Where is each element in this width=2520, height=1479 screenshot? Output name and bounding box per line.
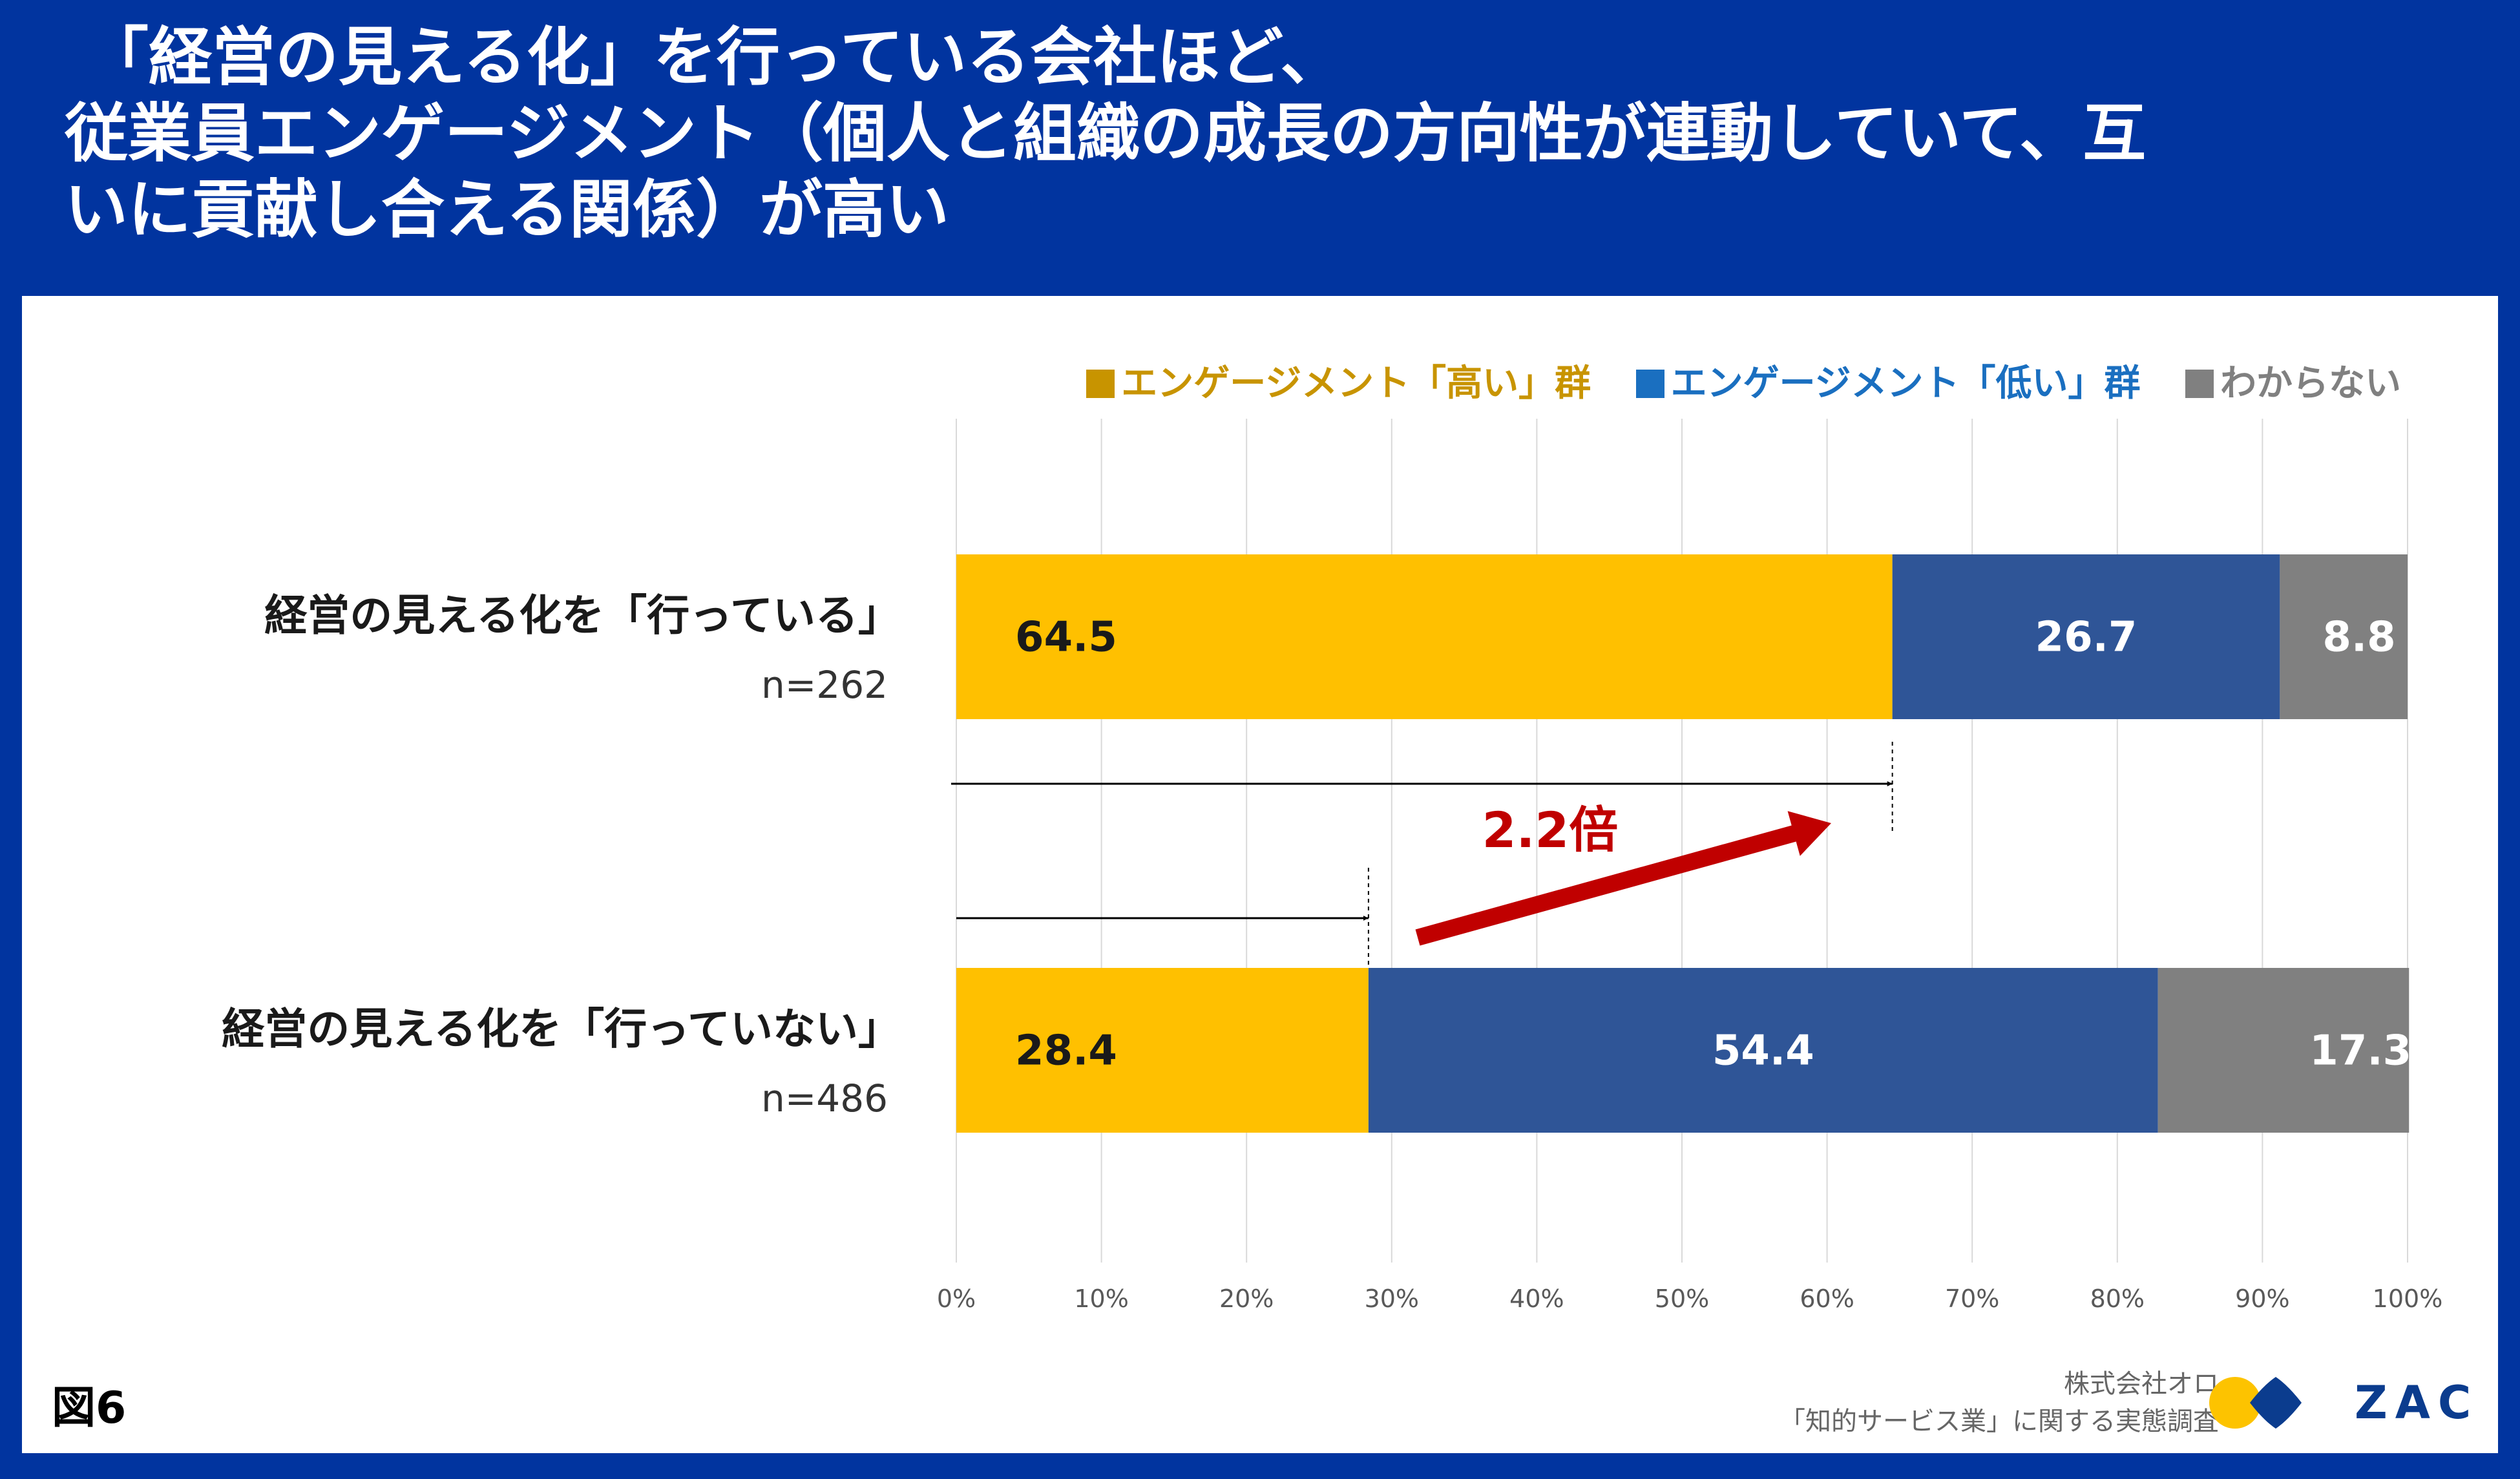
x-tick-label: 80% [2090,1285,2145,1313]
x-tick-label: 30% [1365,1285,1419,1313]
x-tick-label: 20% [1219,1285,1274,1313]
x-tick-label: 100% [2373,1285,2443,1313]
bar-segment [956,554,1893,719]
category-label: 経営の見える化を「行っている」 [264,591,901,640]
x-tick-label: 40% [1509,1285,1564,1313]
legend-label-high: エンゲージメント「高い」群 [1121,362,1591,404]
bar-value-label: 26.7 [2035,614,2137,662]
bar-value-label: 54.4 [1712,1027,1814,1075]
logo-text: ZAC [2355,1376,2479,1429]
legend-label-unknown: わからない [2220,362,2401,404]
callout-label: 2.2倍 [1482,801,1619,859]
bar-segment [1368,968,2158,1133]
sample-size-label: n=486 [761,1076,888,1120]
x-tick-label: 60% [1800,1285,1854,1313]
source-note: 株式会社オロ 「知的サービス業」に関する実態調査 [1780,1365,2219,1440]
legend-item-high: エンゲージメント「高い」群 [1086,354,1591,406]
bar-value-label: 8.8 [2322,614,2395,662]
stacked-bar-chart: 0% 10% 20% 30% 40% 50% 60% 70% 80% 90% 100% 64.5 26.… [222,419,2443,1313]
legend-label-low: エンゲージメント「低い」群 [1670,362,2141,404]
zac-logo-mark [2209,1377,2302,1429]
x-tick-label: 50% [1655,1285,1709,1313]
chart-legend: エンゲージメント「高い」群 エンゲージメント「低い」群 わからない [1054,354,2401,406]
logo-diamond-blue [2250,1377,2302,1429]
chart-panel: エンゲージメント「高い」群 エンゲージメント「低い」群 わからない 0% 10% 2… [22,296,2498,1453]
category-label: 経営の見える化を「行っていない」 [222,1004,901,1054]
bar-value-label: 28.4 [1015,1027,1117,1075]
bar-segment [2280,554,2408,719]
title-line-3: いに貢献し合える関係）が高い [65,173,950,247]
legend-item-low: エンゲージメント「低い」群 [1635,354,2141,406]
title-line-2: 従業員エンゲージメント（個人と組織の成長の方向性が連動していて、互 [65,97,2147,171]
legend-item-unknown: わからない [2185,354,2401,406]
legend-swatch-high [1086,370,1115,398]
x-tick-label: 10% [1074,1285,1128,1313]
legend-swatch-unknown [2185,370,2214,398]
bar-segment [1892,554,2280,719]
logo-circle-yellow [2209,1377,2261,1429]
bar-value-label: 64.5 [1015,614,1117,662]
bar-value-label: 17.3 [2309,1027,2411,1075]
bar-segment [956,968,1369,1133]
x-tick-label: 70% [1945,1285,1999,1313]
source-survey: 「知的サービス業」に関する実態調査 [1780,1407,2219,1436]
legend-swatch-low [1635,370,1664,398]
callout-arrow [1415,811,1831,946]
source-company: 株式会社オロ [2064,1369,2219,1399]
bar-segment [2158,968,2410,1133]
page-title: 「経営の見える化」を行っている会社ほど、 従業員エンゲージメント（個人と組織の成… [65,19,2494,248]
title-line-1: 「経営の見える化」を行っている会社ほど、 [85,21,1344,94]
sample-size-label: n=262 [761,663,888,707]
x-tick-label: 0% [937,1285,976,1313]
figure-label: 図6 [52,1383,127,1434]
x-tick-label: 90% [2235,1285,2289,1313]
